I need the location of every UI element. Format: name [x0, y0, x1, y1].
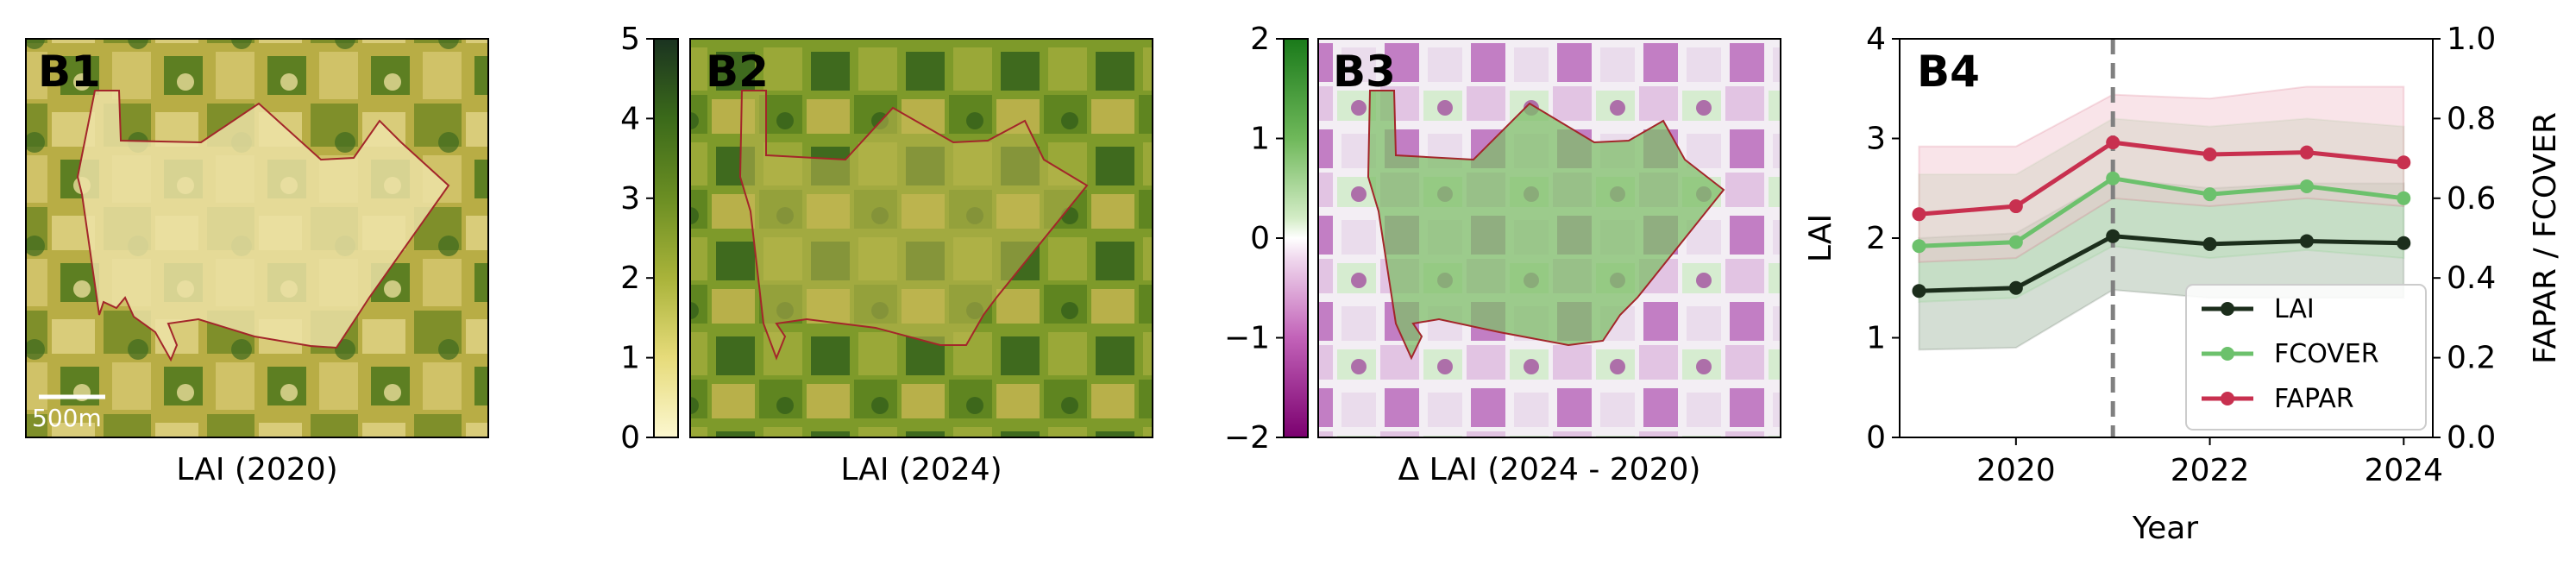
panel-b2: B2 LAI (2024): [689, 38, 1153, 487]
point-fcover: [2202, 187, 2217, 202]
panel-b1: B1 500m LAI (2020): [25, 38, 489, 487]
point-lai: [2397, 236, 2411, 250]
x-tick-label: 2024: [2364, 453, 2443, 488]
colorbar-tick-label: 4: [620, 101, 640, 136]
field-area-b3: [1368, 91, 1724, 358]
y2-tick-label: 0.6: [2447, 181, 2496, 217]
y2-tick-label: 1.0: [2447, 22, 2496, 57]
y-axis-label: LAI: [1803, 214, 1838, 262]
point-lai: [2106, 229, 2120, 243]
panel-label-b4: B4: [1917, 47, 1980, 97]
point-lai: [1912, 284, 1926, 299]
point-fapar: [2008, 199, 2023, 214]
y-tick-label: 4: [1866, 22, 1886, 57]
y2-axis-label: FAPAR / FCOVER: [2528, 112, 2563, 364]
field-area-b2: [740, 91, 1087, 358]
x-tick-label: 2020: [1976, 453, 2056, 488]
caption-b2: LAI (2024): [840, 452, 1002, 487]
point-fapar: [1912, 207, 1926, 222]
legend-marker-fcover: [2221, 347, 2234, 361]
line-lai: [1919, 234, 2404, 293]
colorbar-tick-label: 0: [1250, 221, 1270, 256]
point-fapar: [2106, 135, 2120, 150]
point-fapar: [2202, 147, 2217, 161]
point-fapar: [2299, 145, 2314, 160]
colorbar-tick-label: 1: [620, 341, 640, 376]
delta-colorbar: −2 −1 0 1 2: [1224, 22, 1309, 456]
y-tick-label: 2: [1866, 221, 1886, 256]
colorbar-tick-label: 5: [620, 22, 640, 57]
y-tick-label: 3: [1866, 122, 1886, 157]
y-tick-label: 0: [1866, 420, 1886, 456]
line-fcover: [1919, 176, 2404, 248]
legend-marker-lai: [2221, 302, 2234, 316]
panel-label-b3: B3: [1333, 47, 1396, 97]
point-fcover: [2106, 171, 2120, 185]
y2-tick-label: 0.4: [2447, 261, 2496, 296]
panel-b4-chart: 2020 2022 2024 0 1 2 3 4 0.0 0.2 0.4 0.6 0.8 1.0 B4 Y…: [1803, 22, 2563, 546]
legend-marker-fapar: [2221, 392, 2234, 405]
point-lai: [2299, 234, 2314, 248]
point-lai: [2008, 280, 2023, 295]
panel-b3: B3 Δ LAI (2024 - 2020): [1317, 38, 1781, 487]
legend-label-lai: LAI: [2274, 294, 2315, 324]
legend-label-fapar: FAPAR: [2274, 384, 2354, 414]
field-area-b1: [78, 91, 449, 360]
panel-label-b2: B2: [706, 47, 769, 97]
point-fcover: [1912, 239, 1926, 254]
scalebar-label: 500m: [32, 404, 102, 432]
y2-tick-label: 0.0: [2447, 420, 2496, 456]
lai-2020-map: [26, 39, 488, 437]
point-fcover: [2299, 179, 2314, 193]
colorbar-tick-label: 1: [1250, 122, 1270, 157]
colorbar-tick-label: 0: [620, 420, 640, 456]
x-axis-label: Year: [2132, 511, 2198, 546]
colorbar-tick-label: −1: [1224, 321, 1270, 356]
panel-label-b1: B1: [38, 47, 101, 97]
y2-tick-label: 0.2: [2447, 341, 2496, 376]
colorbar-tick-label: 3: [620, 181, 640, 217]
y2-tick-label: 0.8: [2447, 101, 2496, 136]
point-lai: [2202, 236, 2217, 251]
legend-label-fcover: FCOVER: [2274, 339, 2379, 369]
colorbar-tick-label: 2: [620, 261, 640, 296]
lai-colorbar: 0 1 2 3 4 5: [620, 22, 679, 456]
point-fcover: [2397, 191, 2411, 205]
caption-b3: Δ LAI (2024 - 2020): [1398, 452, 1701, 487]
caption-b1: LAI (2020): [176, 452, 337, 487]
point-fcover: [2008, 235, 2023, 249]
y-tick-label: 1: [1866, 321, 1886, 356]
legend: LAI FCOVER FAPAR: [2185, 284, 2427, 431]
colorbar-tick-label: −2: [1224, 420, 1270, 456]
colorbar-tick-label: 2: [1250, 22, 1270, 57]
lai-2024-map: [690, 39, 1153, 437]
x-tick-label: 2022: [2171, 453, 2250, 488]
line-fapar: [1919, 140, 2404, 217]
point-fapar: [2397, 155, 2411, 170]
delta-lai-map: [1318, 39, 1781, 437]
